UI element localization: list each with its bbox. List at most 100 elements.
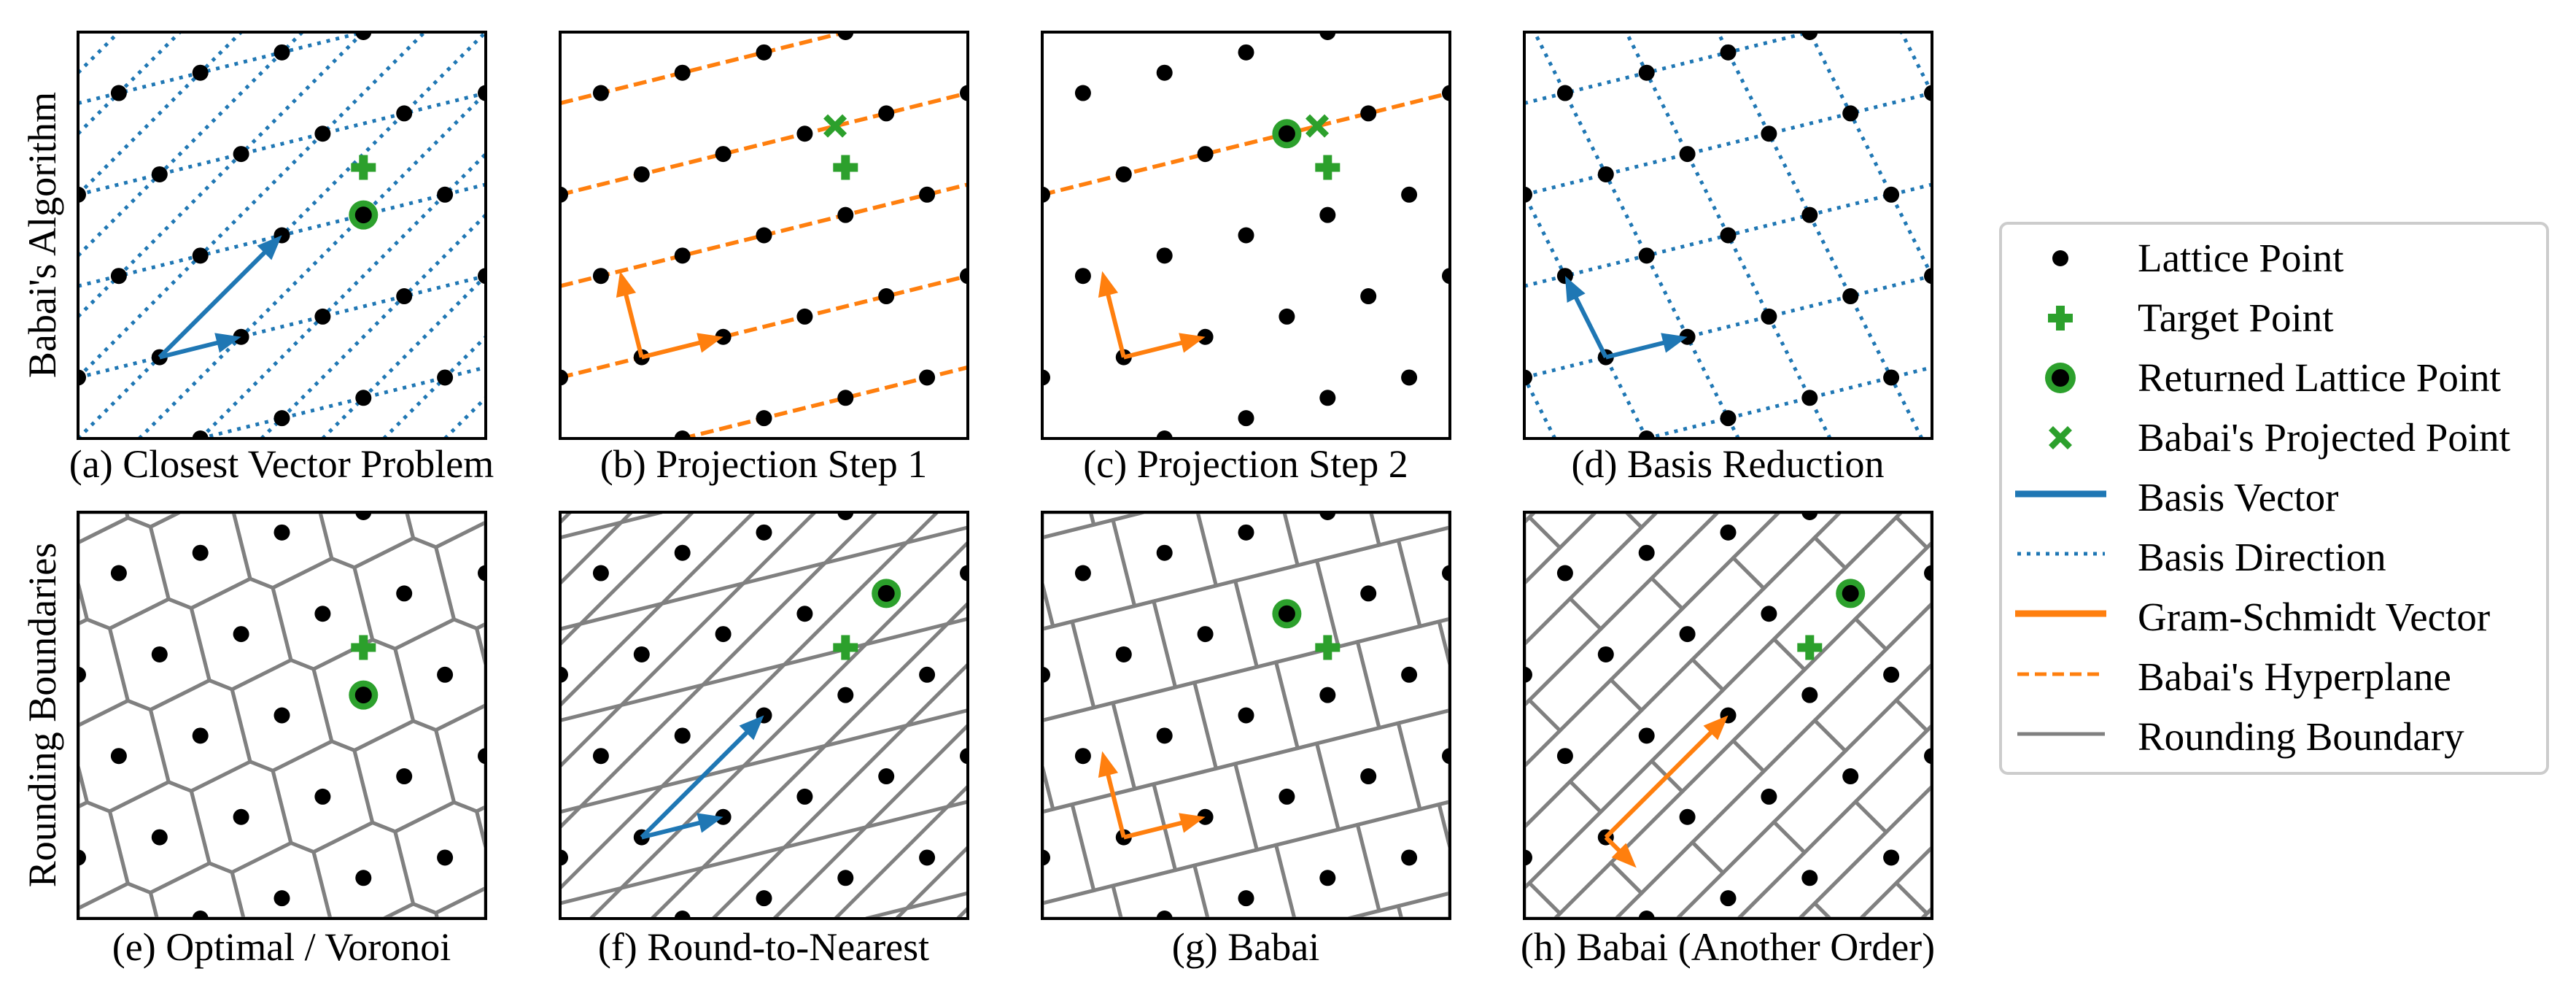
lattice-point bbox=[1401, 666, 1418, 683]
rounding-boundary bbox=[895, 846, 968, 919]
lattice-point bbox=[1238, 410, 1254, 427]
lattice-point bbox=[1524, 369, 1532, 386]
returned-lattice-point-center bbox=[877, 584, 895, 602]
basis-direction-line bbox=[443, 396, 486, 438]
lattice-point bbox=[1360, 585, 1377, 602]
panel-frame bbox=[559, 511, 969, 920]
voronoi-cell bbox=[392, 800, 486, 916]
rounding-boundary bbox=[589, 541, 968, 919]
rounding-cell bbox=[1858, 880, 1930, 919]
lattice-point bbox=[796, 788, 813, 805]
lattice-point bbox=[837, 512, 854, 520]
rounding-cell bbox=[1893, 844, 1932, 916]
lattice-point bbox=[756, 227, 772, 244]
rounding-cell bbox=[1893, 512, 1932, 551]
rounding-cell bbox=[1347, 903, 1404, 919]
lattice-point bbox=[1638, 430, 1655, 438]
panel-frame bbox=[1041, 31, 1451, 440]
rounding-boundary bbox=[560, 512, 572, 524]
lattice-point bbox=[273, 890, 290, 907]
vector-arrow-shaft bbox=[1123, 820, 1185, 840]
rounding-cell bbox=[1524, 595, 1604, 708]
lattice-point bbox=[592, 268, 609, 285]
target-point-plus-icon bbox=[1797, 635, 1823, 660]
lattice-point bbox=[151, 646, 168, 662]
legend-label: Basis Direction bbox=[2138, 535, 2386, 579]
arrowhead-icon bbox=[214, 333, 241, 353]
basis-direction-line bbox=[198, 152, 486, 438]
rounding-boundary bbox=[560, 800, 968, 905]
lattice-point bbox=[1156, 544, 1173, 561]
lattice-point bbox=[1319, 390, 1336, 406]
lattice-point bbox=[1238, 707, 1254, 724]
lattice-point bbox=[1042, 369, 1050, 386]
panel-plot-area bbox=[1524, 32, 1932, 438]
basis-direction-line bbox=[138, 91, 486, 438]
lattice-point bbox=[1883, 369, 1900, 386]
rounding-cell bbox=[1730, 512, 1843, 591]
lattice-point bbox=[1720, 410, 1737, 427]
lattice-point bbox=[1761, 788, 1777, 805]
legend-item-returned-point: Returned Lattice Point bbox=[2045, 355, 2501, 400]
lattice-point bbox=[633, 166, 650, 182]
lattice-point bbox=[192, 247, 209, 264]
lattice-point bbox=[1401, 849, 1418, 866]
rounding-boundary bbox=[560, 512, 877, 829]
lattice-point bbox=[674, 430, 691, 438]
lattice-point bbox=[592, 748, 609, 765]
lattice-point bbox=[796, 606, 813, 622]
rounding-cell bbox=[1812, 784, 1932, 919]
lattice-point bbox=[233, 146, 249, 163]
lattice-point bbox=[1556, 85, 1573, 101]
lattice-point bbox=[1679, 146, 1696, 163]
lattice-point bbox=[592, 85, 609, 101]
vector-arrow-shaft bbox=[1572, 294, 1608, 358]
lattice-point bbox=[1801, 390, 1818, 406]
lattice-point bbox=[1924, 748, 1932, 765]
legend-label: Lattice Point bbox=[2138, 236, 2344, 280]
lattice-point bbox=[192, 911, 209, 919]
lattice-point bbox=[837, 390, 854, 406]
lattice-point bbox=[1319, 512, 1336, 520]
panel-plot-area bbox=[1042, 32, 1450, 438]
rounding-boundary bbox=[560, 512, 939, 889]
lattice-point bbox=[1638, 911, 1655, 919]
lattice-point bbox=[151, 829, 168, 846]
legend-item-gram-schmidt: Gram-Schmidt Vector bbox=[2015, 595, 2490, 639]
lattice-point bbox=[192, 430, 209, 438]
rounding-cell bbox=[1613, 840, 1726, 919]
lattice-point bbox=[1238, 524, 1254, 541]
legend-label: Basis Vector bbox=[2138, 475, 2338, 519]
panels bbox=[77, 31, 1933, 920]
rounding-cell bbox=[1853, 540, 1932, 652]
legend-label: Babai's Hyperplane bbox=[2138, 654, 2451, 699]
lattice-point bbox=[396, 768, 413, 785]
arrowhead-icon bbox=[1179, 333, 1206, 353]
legend-label: Rounding Boundary bbox=[2138, 714, 2464, 759]
panel-plot-area bbox=[78, 512, 486, 919]
lattice-point bbox=[560, 186, 568, 203]
caption-h: (h) Babai (Another Order) bbox=[1521, 925, 1935, 969]
lattice-point bbox=[960, 85, 968, 101]
caption-e: (e) Optimal / Voronoi bbox=[112, 925, 451, 969]
rounding-cell bbox=[1552, 859, 1645, 919]
basis-direction-line bbox=[200, 366, 486, 438]
lattice-point bbox=[1842, 288, 1859, 305]
lattice-dot-icon bbox=[2052, 250, 2068, 266]
lattice-point bbox=[837, 206, 854, 223]
rounding-cell bbox=[1437, 800, 1450, 849]
lattice-point bbox=[1801, 687, 1818, 703]
lattice-point bbox=[78, 186, 86, 203]
caption-f: (f) Round-to-Nearest bbox=[598, 925, 929, 969]
lattice-point bbox=[796, 125, 813, 142]
arrowhead-icon bbox=[697, 333, 723, 353]
lattice-point bbox=[1360, 288, 1377, 305]
lattice-point bbox=[314, 308, 331, 325]
lattice-point bbox=[756, 410, 772, 427]
arrowhead-icon bbox=[1564, 276, 1586, 303]
lattice-point bbox=[1924, 85, 1932, 101]
panel-plot-area bbox=[560, 512, 968, 919]
lattice-point bbox=[756, 524, 772, 541]
rounding-cell bbox=[1524, 697, 1563, 769]
basis-direction-line bbox=[321, 274, 486, 438]
